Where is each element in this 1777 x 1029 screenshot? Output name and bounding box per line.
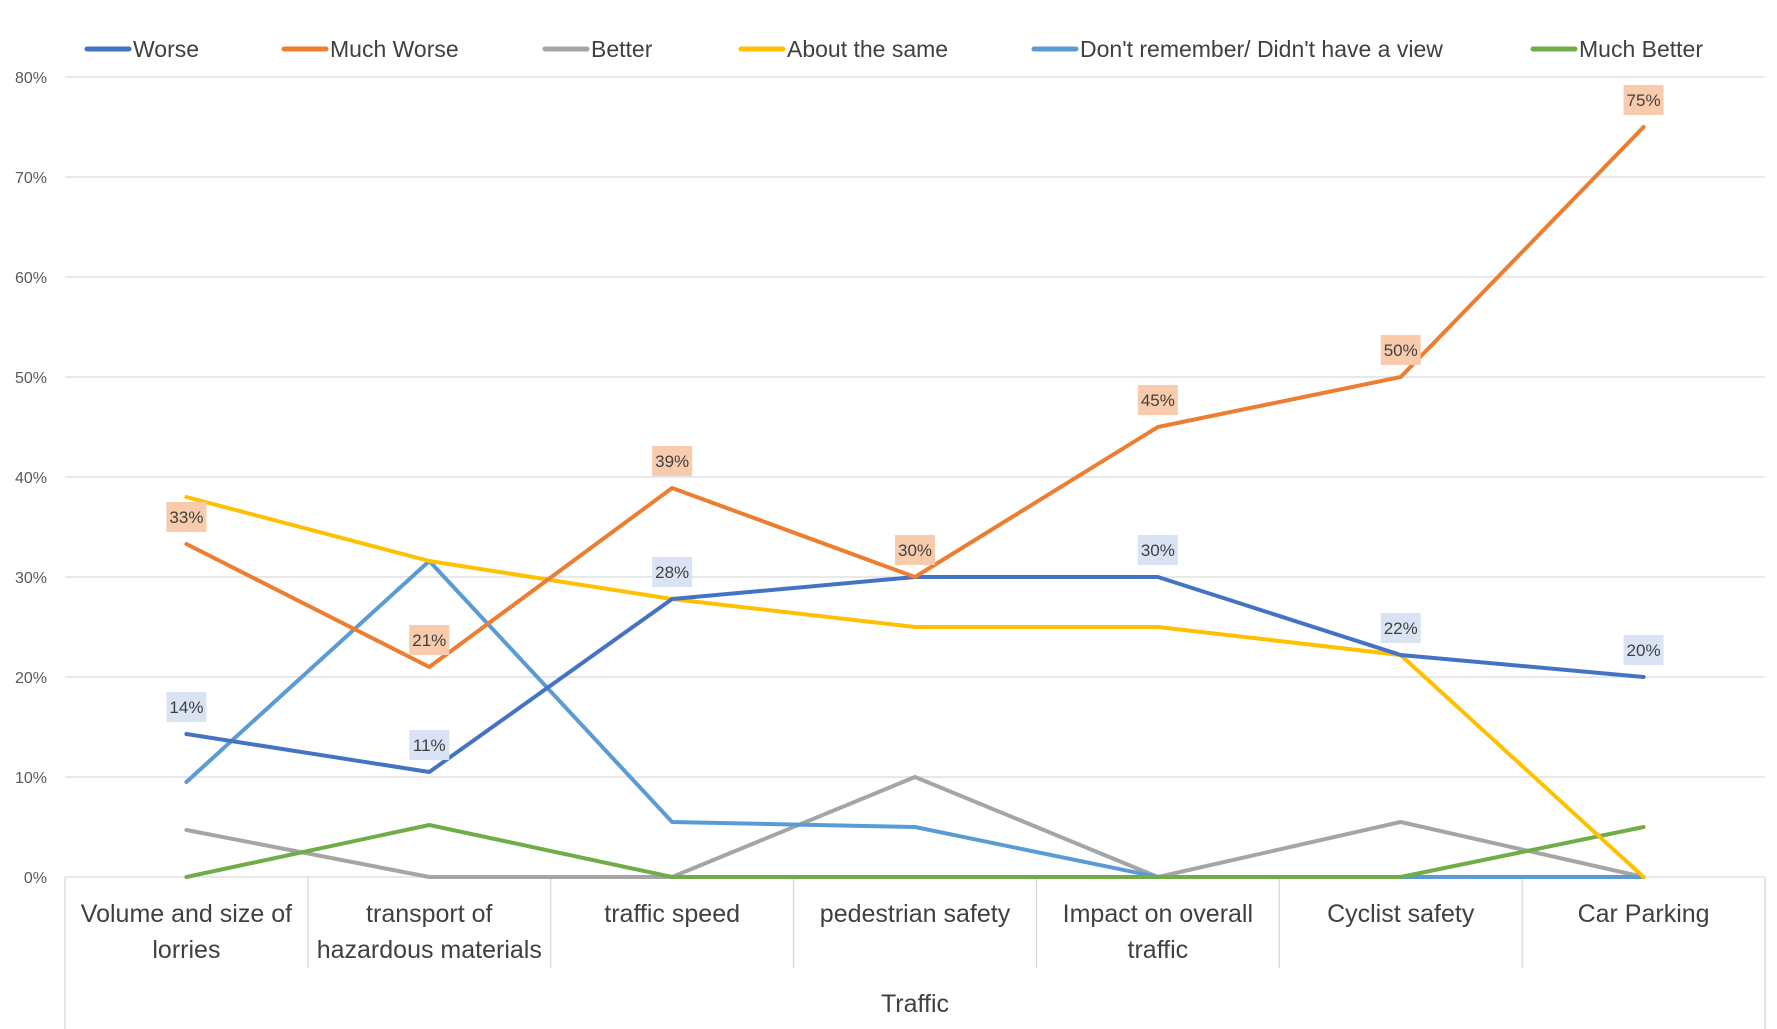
category-label: Car Parking	[1578, 900, 1710, 928]
legend-entry: Don't remember/ Didn't have a view	[1080, 36, 1443, 62]
data-label: 50%	[1384, 341, 1418, 360]
data-label: 45%	[1141, 391, 1175, 410]
legend-entry: Worse	[133, 36, 199, 62]
category-label: Impact on overall	[1063, 900, 1253, 928]
data-label: 28%	[655, 563, 689, 582]
legend-entry: Much Worse	[330, 36, 459, 62]
series-line-much-worse	[184, 125, 1646, 669]
data-label-bg	[1137, 385, 1178, 415]
data-label: 20%	[1627, 641, 1661, 660]
category-label: Volume and size of	[81, 900, 292, 928]
y-tick-label: 0%	[24, 870, 47, 887]
category-label: hazardous materials	[317, 936, 542, 964]
data-label: 30%	[1141, 541, 1175, 560]
y-tick-label: 50%	[15, 370, 47, 387]
axes: 0% 10% 20% 30% 40% 50% 60% 70% 80% Volume and siz…	[15, 70, 1766, 1029]
y-tick-label: 30%	[15, 570, 47, 587]
data-label-bg	[1623, 635, 1664, 665]
y-tick-label: 70%	[15, 170, 47, 187]
data-label: 21%	[412, 631, 446, 650]
data-label-bg	[166, 692, 207, 722]
y-tick-label: 40%	[15, 470, 47, 487]
data-label: 33%	[169, 508, 203, 527]
y-tick-label: 60%	[15, 270, 47, 287]
data-label-bg	[652, 557, 693, 587]
series-line-better	[184, 775, 1646, 879]
category-label: traffic speed	[604, 900, 740, 928]
data-label: 14%	[169, 698, 203, 717]
data-label-bg	[1380, 613, 1421, 643]
category-label: pedestrian safety	[820, 900, 1011, 928]
series-line-worse	[184, 575, 1646, 774]
gridlines	[65, 76, 1765, 878]
y-tick-label: 80%	[15, 70, 47, 87]
series-line-much-better	[184, 823, 1646, 879]
data-label-bg	[652, 446, 693, 476]
data-label-bg	[409, 730, 450, 760]
data-labels: 14% 11% 28% 30% 22% 20% 33% 21% 39% 30% 45% 50% 75%	[166, 85, 1664, 760]
legend-entry: About the same	[787, 36, 948, 62]
data-label: 75%	[1627, 91, 1661, 110]
legend-entry: Much Better	[1579, 36, 1703, 62]
category-label: transport of	[366, 900, 493, 928]
series-lines	[184, 125, 1646, 879]
data-label: 22%	[1384, 619, 1418, 638]
y-tick-label: 20%	[15, 670, 47, 687]
data-label-bg	[1380, 335, 1421, 365]
data-label: 11%	[413, 736, 446, 755]
data-label-bg	[895, 535, 935, 565]
category-label: traffic	[1128, 936, 1189, 964]
data-label: 30%	[898, 541, 932, 560]
category-label: Cyclist safety	[1327, 900, 1475, 928]
data-label-bg	[1623, 85, 1664, 115]
data-label-bg	[409, 625, 450, 655]
data-label-bg	[1137, 535, 1178, 565]
data-label-bg	[166, 502, 207, 532]
category-label: lorries	[152, 936, 220, 964]
legend-entry: Better	[591, 36, 653, 62]
legend: Worse Much Worse Better About the same Don't…	[84, 36, 1703, 62]
x-axis-group-label: Traffic	[881, 990, 949, 1018]
data-label: 39%	[655, 452, 689, 471]
y-tick-label: 10%	[15, 770, 47, 787]
